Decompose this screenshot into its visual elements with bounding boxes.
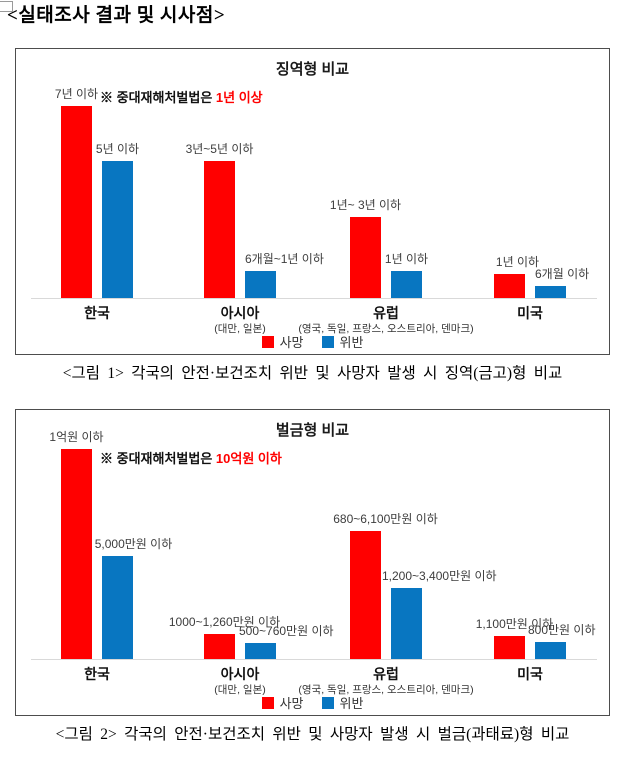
legend: 사망 위반 [16, 332, 609, 351]
chart-imprisonment-comparison: 징역형 비교 ※ 중대재해처벌법은 1년 이상 7년 이하 5년 이하 3년~5년 이하… [15, 48, 610, 355]
bar-value-label: 1,200~3,400만원 이하 [382, 569, 497, 583]
legend-swatch-death [261, 335, 274, 348]
category-label: 유럽 [373, 666, 399, 682]
annotation-highlight: 1년 이상 [215, 90, 263, 105]
category-sub-label: (영국, 독일, 프랑스, 오스트리아, 덴마크) [298, 323, 474, 335]
bar-violation [102, 161, 133, 298]
chart-title: 벌금형 비교 [275, 422, 350, 439]
bar-value-label: 1년 이하 [495, 255, 540, 269]
bar-value-label: 1년~ 3년 이하 [329, 198, 402, 212]
bar-violation [391, 588, 422, 659]
bar-group: 680~6,100만원 이하 1,200~3,400만원 이하 [333, 409, 497, 659]
bar-group: 1000~1,260만원 이하 500~760만원 이하 [169, 409, 334, 659]
bar-value-label: 6개월 이하 [535, 267, 590, 281]
category-label: 미국 [517, 305, 543, 321]
bar-death [494, 274, 525, 298]
legend-swatch-death [261, 696, 274, 709]
page-title: <실태조사 결과 및 시사점> [7, 5, 226, 26]
legend-label: 사망 [279, 335, 304, 350]
bar-group: 7년 이하 5년 이하 [55, 48, 139, 298]
category-label: 아시아 [220, 305, 260, 321]
plot-area: 7년 이하 5년 이하 3년~5년 이하 6개월~1년 이하 1년~ 3년 이하 1년 이… [31, 49, 597, 299]
annotation-text: ※ 중대재해처벌법은 [100, 451, 216, 466]
bar-value-label: 800만원 이하 [528, 623, 596, 637]
plot-area: 1억원 이하 5,000만원 이하 1000~1,260만원 이하 500~760만원… [31, 410, 597, 660]
bar-value-label: 3년~5년 이하 [185, 142, 254, 156]
category-label: 아시아 [220, 666, 260, 682]
bar-group: 3년~5년 이하 6개월~1년 이하 [186, 48, 324, 298]
annotation: ※ 중대재해처벌법은 1년 이상 [100, 87, 263, 106]
category-label: 미국 [517, 666, 543, 682]
legend-label: 위반 [339, 696, 364, 711]
legend-swatch-violation [321, 335, 334, 348]
corner-artifact [0, 1, 13, 12]
legend-label: 위반 [339, 335, 364, 350]
bar-death [350, 217, 381, 298]
annotation-text: ※ 중대재해처벌법은 [100, 90, 216, 105]
bar-value-label: 680~6,100만원 이하 [333, 512, 438, 526]
annotation-highlight: 10억원 이하 [215, 451, 282, 466]
bar-value-label: 7년 이하 [54, 87, 99, 101]
bar-violation [245, 643, 276, 659]
figure-1-caption: <그림 1> 각국의 안전·보건조치 위반 및 사망자 발생 시 징역(금고)형… [62, 365, 563, 382]
category-label: 유럽 [373, 305, 399, 321]
bar-death [350, 531, 381, 659]
legend-item-violation: 위반 [321, 332, 364, 351]
category-sub-label: (대만, 일본) [214, 323, 266, 335]
category-label: 한국 [84, 666, 110, 682]
chart-fine-comparison: 벌금형 비교 ※ 중대재해처벌법은 10억원 이하 1억원 이하 5,000만원 이하… [15, 409, 610, 716]
annotation: ※ 중대재해처벌법은 10억원 이하 [100, 448, 282, 467]
legend-item-death: 사망 [261, 693, 304, 712]
legend-label: 사망 [279, 696, 304, 711]
legend-item-violation: 위반 [321, 693, 364, 712]
legend-swatch-violation [321, 696, 334, 709]
bar-death [61, 449, 92, 659]
bar-death [494, 636, 525, 659]
bar-violation [535, 286, 566, 298]
bar-value-label: 1년 이하 [384, 252, 429, 266]
chart-title: 징역형 비교 [275, 61, 350, 78]
bar-value-label: 5년 이하 [95, 142, 140, 156]
bar-value-label: 6개월~1년 이하 [245, 252, 324, 266]
bar-violation [535, 642, 566, 659]
bar-group: 1억원 이하 5,000만원 이하 [49, 409, 172, 659]
bar-value-label: 1,100만원 이하 [475, 617, 554, 631]
bar-violation [391, 271, 422, 298]
legend-item-death: 사망 [261, 332, 304, 351]
bar-violation [102, 556, 133, 659]
bar-value-label: 5,000만원 이하 [94, 537, 173, 551]
category-sub-label: (영국, 독일, 프랑스, 오스트리아, 덴마크) [298, 684, 474, 696]
bar-death [61, 106, 92, 298]
legend: 사망 위반 [16, 693, 609, 712]
bar-value-label: 1억원 이하 [49, 430, 104, 444]
bar-value-label: 500~760만원 이하 [239, 624, 334, 638]
bar-violation [245, 271, 276, 298]
category-sub-label: (대만, 일본) [214, 684, 266, 696]
bar-group: 1,100만원 이하 800만원 이하 [476, 409, 596, 659]
bar-group: 1년~ 3년 이하 1년 이하 [330, 48, 428, 298]
bar-death [204, 634, 235, 659]
bar-value-label: 1000~1,260만원 이하 [168, 615, 281, 629]
figure-2-caption: <그림 2> 각국의 안전·보건조치 위반 및 사망자 발생 시 벌금(과태료)… [55, 726, 570, 743]
bar-death [204, 161, 235, 298]
category-label: 한국 [84, 305, 110, 321]
bar-group: 1년 이하 6개월 이하 [494, 48, 589, 298]
